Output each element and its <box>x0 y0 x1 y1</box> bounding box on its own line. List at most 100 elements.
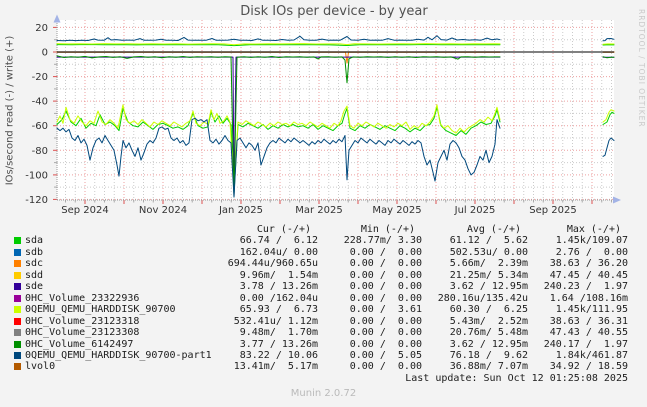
legend-device-label: sdb <box>25 246 44 258</box>
x-tick-label: Jul 2025 <box>454 205 496 216</box>
legend-device-label: 0QEMU_QEMU_HARDDISK_90700 <box>25 304 176 316</box>
y-tick-label: -80 <box>32 146 48 157</box>
series-qemu-harddisk-read <box>56 104 501 188</box>
legend-max-value: 1.84k/461.87 <box>555 349 628 361</box>
legend-max-value: 2.76 / 0.00 <box>555 246 628 258</box>
legend-row-sda: sda 66.74 / 6.12 228.77m/ 3.30 61.12 / 5.62… <box>0 235 647 246</box>
legend-min-value: 0.00 / 0.00 <box>349 327 422 339</box>
legend-row-0HC_Volume_6142497: 0HC_Volume_6142497 3.77 / 13.26m 0.00 / 0.… <box>0 339 647 350</box>
legend-swatch-icon <box>14 260 21 268</box>
x-tick-label: May 2025 <box>372 205 421 216</box>
legend-min-value: 0.00 / 0.00 <box>349 315 422 327</box>
series-sda-read <box>602 111 615 125</box>
legend-avg-value: 3.62 / 12.95m <box>449 338 528 350</box>
y-tick-label: 0 <box>42 48 48 59</box>
legend-min-value: 0.00 / 0.00 <box>349 338 422 350</box>
legend-row-lvol0: lvol0 13.41m/ 5.17m 0.00 / 0.00 36.88m/ 7.0… <box>0 361 647 372</box>
legend-header-min: Min (-/+) <box>360 224 415 235</box>
legend-avg-value: 21.25m/ 5.34m <box>449 269 528 281</box>
legend-min-value: 228.77m/ 3.30 <box>343 235 422 247</box>
legend-device-label: sdd <box>25 269 44 281</box>
series-qemu-harddisk-part1-read <box>56 117 501 198</box>
legend-avg-value: 5.66m/ 2.39m <box>449 258 528 270</box>
legend-header-cur: Cur (-/+) <box>256 224 311 235</box>
legend-max-value: 34.92 / 18.59 <box>549 361 628 373</box>
legend-avg-value: 61.12 / 5.62 <box>449 235 528 247</box>
legend-header-avg: Avg (-/+) <box>466 224 521 235</box>
legend-header-row: Cur (-/+) Min (-/+) Avg (-/+) Max (-/+) <box>0 224 647 235</box>
legend-cur-value: 9.48m/ 1.70m <box>239 327 318 339</box>
legend-max-value: 38.63 / 36.31 <box>549 315 628 327</box>
legend-max-value: 240.23 / 1.97 <box>543 281 628 293</box>
x-axis-arrow-icon <box>613 196 621 204</box>
legend-swatch-icon <box>14 351 21 359</box>
legend-avg-value: 3.62 / 12.95m <box>449 281 528 293</box>
legend-avg-value: 60.30 / 6.25 <box>449 304 528 316</box>
chart-area: 20 0 -20 -40 -60 -80 -100 -120 Sep 2024 Nov 2024 J… <box>25 14 621 216</box>
legend-device-label: 0HC_Volume_23322936 <box>25 292 140 304</box>
legend-swatch-icon <box>14 329 21 337</box>
x-tick-label: Nov 2024 <box>139 205 187 216</box>
y-tick-label: -20 <box>32 72 48 83</box>
legend-cur-value: 13.41m/ 5.17m <box>233 361 318 373</box>
x-tick-label: Mar 2025 <box>295 205 343 216</box>
plot-canvas <box>57 20 614 200</box>
legend-swatch-icon <box>14 248 21 256</box>
legend-device-label: 0QEMU_QEMU_HARDDISK_90700-part1 <box>25 349 212 361</box>
legend-device-label: 0HC_Volume_23123318 <box>25 315 140 327</box>
rrdtool-watermark: RRDTOOL / TOBI OETIKER <box>637 9 646 128</box>
last-update-text: Last update: Sun Oct 12 01:25:08 2025 <box>405 373 628 384</box>
legend-max-value: 47.43 / 40.55 <box>549 327 628 339</box>
legend-device-label: 0HC_Volume_6142497 <box>25 338 134 350</box>
legend-device-label: 0HC_Volume_23123308 <box>25 327 140 339</box>
legend-cur-value: 162.04u/ 0.00 <box>239 246 318 258</box>
legend-max-value: 1.64 /108.16m <box>549 292 628 304</box>
legend-avg-value: 36.88m/ 7.07m <box>449 361 528 373</box>
legend-row-0HC_Volume_23322936: 0HC_Volume_23322936 0.00 /162.04u 0.00 / 0… <box>0 293 647 304</box>
legend-swatch-icon <box>14 363 21 371</box>
legend-swatch-icon <box>14 340 21 348</box>
legend-min-value: 0.00 / 0.00 <box>349 292 422 304</box>
series-qemu-harddisk-read <box>602 109 615 123</box>
y-tick-label: -120 <box>25 195 48 206</box>
legend-max-value: 38.63 / 36.20 <box>549 258 628 270</box>
legend-min-value: 0.00 / 0.00 <box>349 269 422 281</box>
y-tick-label: -100 <box>25 170 48 181</box>
legend-device-label: lvol0 <box>25 361 56 373</box>
legend-cur-value: 532.41u/ 1.12m <box>233 315 318 327</box>
legend-avg-value: 502.53u/ 0.00 <box>449 246 528 258</box>
series-qemu-harddisk-part1-read <box>602 137 615 157</box>
y-axis-arrow-icon <box>53 14 61 23</box>
legend-cur-value: 3.78 / 13.26m <box>239 281 318 293</box>
series-qemu-harddisk-part1-write <box>56 35 501 42</box>
legend-device-label: sda <box>25 235 44 247</box>
legend-max-value: 240.17 / 1.97 <box>543 338 628 350</box>
series-hc-volume-6142497-read <box>56 55 501 198</box>
legend-cur-value: 66.74 / 6.12 <box>239 235 318 247</box>
legend-cur-value: 9.96m/ 1.54m <box>239 269 318 281</box>
legend-row-sde: sde 3.78 / 13.26m 0.00 / 0.00 3.62 / 12.95m… <box>0 281 647 292</box>
legend-min-value: 0.00 / 0.00 <box>349 361 422 373</box>
legend-swatch-icon <box>14 317 21 325</box>
legend-row-0QEMU_QEMU_HARDDISK_90700: 0QEMU_QEMU_HARDDISK_90700 65.93 / 6.73 0.0… <box>0 304 647 315</box>
x-tick-label: Sep 2025 <box>529 205 576 216</box>
legend-min-value: 0.00 / 0.00 <box>349 281 422 293</box>
legend-max-value: 1.45k/111.95 <box>555 304 628 316</box>
series-qemu-harddisk-write <box>56 43 501 46</box>
legend-min-value: 0.00 / 3.61 <box>349 304 422 316</box>
legend-cur-value: 83.22 / 10.06 <box>239 349 318 361</box>
legend-min-value: 0.00 / 0.00 <box>349 246 422 258</box>
legend-avg-value: 5.43m/ 2.52m <box>449 315 528 327</box>
legend-cur-value: 694.44u/960.65u <box>227 258 318 270</box>
series-hc-volume-6142497-read <box>602 56 615 59</box>
series-qemu-harddisk-part1-write <box>602 38 615 42</box>
legend-swatch-icon <box>14 306 21 314</box>
y-tick-label: -40 <box>32 97 48 108</box>
y-tick-label: -60 <box>32 121 48 132</box>
legend-row-0HC_Volume_23123318: 0HC_Volume_23123318 532.41u/ 1.12m 0.00 / … <box>0 316 647 327</box>
graph-title: Disk IOs per device - by year <box>240 4 428 19</box>
legend-device-label: sdc <box>25 258 44 270</box>
legend-avg-value: 20.76m/ 5.48m <box>449 327 528 339</box>
